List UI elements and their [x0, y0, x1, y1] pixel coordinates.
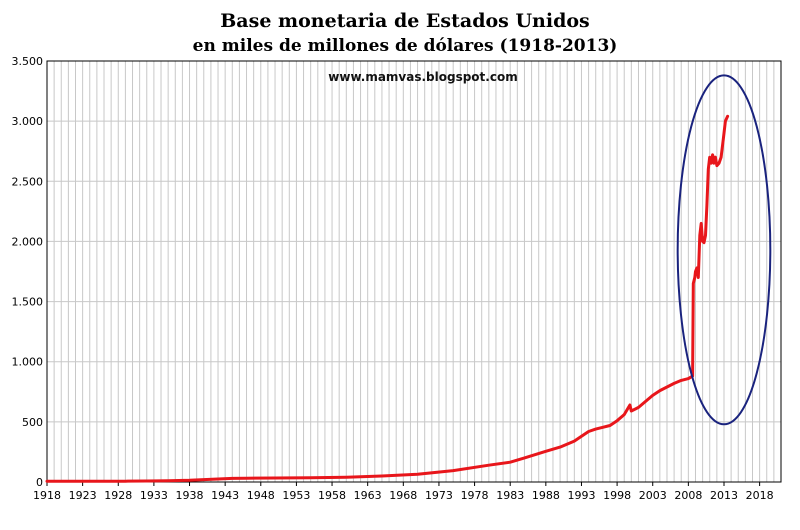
- y-tick-label: 500: [22, 416, 43, 429]
- x-tick-label: 2013: [710, 489, 738, 502]
- x-tick-label: 1948: [247, 489, 275, 502]
- y-tick-label: 2.000: [12, 235, 44, 248]
- y-tick-label: 3.500: [12, 55, 44, 68]
- chart-subtitle: en miles de millones de dólares (1918-20…: [193, 36, 618, 56]
- y-tick-label: 0: [36, 476, 43, 489]
- x-tick-label: 1993: [567, 489, 595, 502]
- x-axis-ticks: 1918 1923 1928 1933 1938 1943 1948 1953 1958 1963…: [33, 482, 774, 502]
- y-tick-label: 1.000: [12, 356, 44, 369]
- x-tick-label: 1983: [496, 489, 524, 502]
- grid: [46, 60, 782, 483]
- x-tick-label: 1918: [33, 489, 61, 502]
- x-tick-label: 1998: [603, 489, 631, 502]
- x-tick-label: 1988: [532, 489, 560, 502]
- x-tick-label: 1958: [318, 489, 346, 502]
- x-tick-label: 2008: [674, 489, 702, 502]
- x-tick-label: 1943: [211, 489, 239, 502]
- watermark-text: www.mamvas.blogspot.com: [328, 70, 517, 84]
- x-tick-label: 1968: [389, 489, 417, 502]
- chart-title: Base monetaria de Estados Unidos: [220, 10, 589, 32]
- series-line: [45, 114, 730, 483]
- x-tick-label: 1973: [425, 489, 453, 502]
- y-tick-label: 2.500: [12, 175, 44, 188]
- y-axis-ticks: 0 500 1.000 1.500 2.000 2.500 3.000 3.500: [12, 55, 44, 489]
- x-tick-label: 1928: [104, 489, 132, 502]
- x-tick-label: 2003: [639, 489, 667, 502]
- x-tick-label: 1953: [282, 489, 310, 502]
- series-group: [45, 114, 730, 483]
- highlight-ellipse: [676, 74, 772, 426]
- x-tick-label: 1963: [354, 489, 382, 502]
- x-tick-label: 1938: [176, 489, 204, 502]
- y-tick-label: 1.500: [12, 296, 44, 309]
- plot-area: [46, 60, 782, 483]
- x-tick-label: 2018: [746, 489, 774, 502]
- x-tick-label: 1978: [461, 489, 489, 502]
- y-tick-label: 3.000: [12, 115, 44, 128]
- x-tick-label: 1923: [69, 489, 97, 502]
- x-tick-label: 1933: [140, 489, 168, 502]
